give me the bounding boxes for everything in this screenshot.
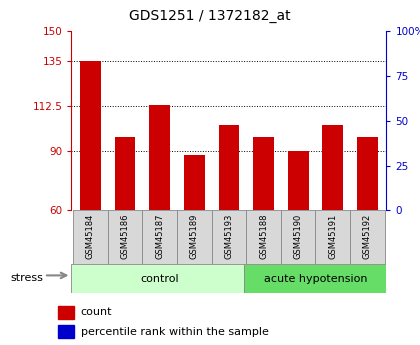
Text: acute hypotension: acute hypotension <box>264 274 367 284</box>
Bar <box>115 137 135 210</box>
Text: control: control <box>140 274 179 284</box>
Text: GSM45188: GSM45188 <box>259 213 268 259</box>
Text: GSM45187: GSM45187 <box>155 213 164 259</box>
Text: GSM45186: GSM45186 <box>121 213 129 259</box>
Bar <box>323 125 343 210</box>
Text: GSM45192: GSM45192 <box>363 214 372 259</box>
Bar <box>281 210 315 264</box>
Bar <box>184 155 205 210</box>
Text: count: count <box>81 307 112 317</box>
Bar <box>212 210 246 264</box>
Bar <box>246 210 281 264</box>
Text: GSM45190: GSM45190 <box>294 214 303 259</box>
Bar <box>80 61 101 210</box>
Bar <box>177 210 212 264</box>
Text: stress: stress <box>10 274 43 283</box>
Bar <box>149 105 170 210</box>
Bar <box>350 210 385 264</box>
Text: GSM45184: GSM45184 <box>86 214 95 259</box>
Text: GSM45189: GSM45189 <box>190 214 199 259</box>
Bar <box>108 210 142 264</box>
Bar <box>71 264 244 293</box>
Text: GSM45191: GSM45191 <box>328 214 337 259</box>
Bar <box>357 137 378 210</box>
Text: GDS1251 / 1372182_at: GDS1251 / 1372182_at <box>129 9 291 23</box>
Bar <box>315 210 350 264</box>
Bar <box>142 210 177 264</box>
Text: percentile rank within the sample: percentile rank within the sample <box>81 327 269 337</box>
Bar <box>58 306 74 319</box>
Bar <box>288 151 309 210</box>
Text: GSM45193: GSM45193 <box>224 214 234 259</box>
Bar <box>253 137 274 210</box>
Bar <box>218 125 239 210</box>
Bar <box>244 264 386 293</box>
Bar <box>73 210 108 264</box>
Bar <box>58 325 74 338</box>
